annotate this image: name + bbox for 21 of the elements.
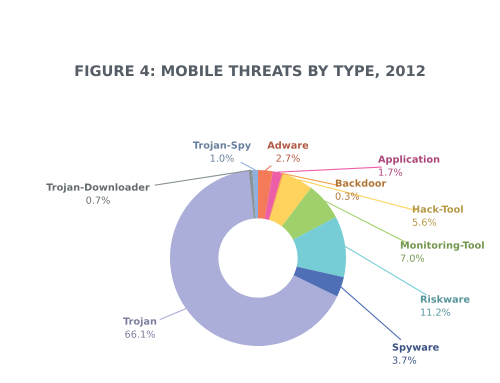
data-label: 1.7%	[379, 168, 402, 176]
slice-label: Adware	[267, 141, 308, 149]
slice-label: Hack-Tool	[412, 205, 463, 213]
data-label: 1.0%	[210, 154, 234, 162]
slice-label: Trojan-Spy	[192, 141, 251, 151]
data-label: 2.7%	[276, 154, 300, 162]
data-label: 3.7%	[392, 356, 416, 364]
data-label: 11.2%	[421, 308, 450, 316]
data-label: 0.7%	[86, 196, 110, 204]
chart-title: FIGURE 4: MOBILE THREATS BY TYPE, 2012	[76, 65, 425, 78]
slice-label: Monitoring-Tool	[400, 241, 484, 251]
data-label: 66.1%	[125, 330, 155, 338]
data-label: 7.0%	[400, 254, 424, 262]
slice-label: Trojan-Downloader	[46, 183, 150, 193]
slice-label: Spyware	[392, 343, 439, 353]
slice-label: Backdoor	[336, 179, 386, 187]
slice-label: Application	[378, 155, 440, 165]
slice-label: Trojan	[123, 317, 156, 327]
data-label: 5.6%	[412, 218, 436, 226]
slice-label: Riskware	[420, 295, 470, 303]
data-label: 0.3%	[336, 192, 360, 200]
